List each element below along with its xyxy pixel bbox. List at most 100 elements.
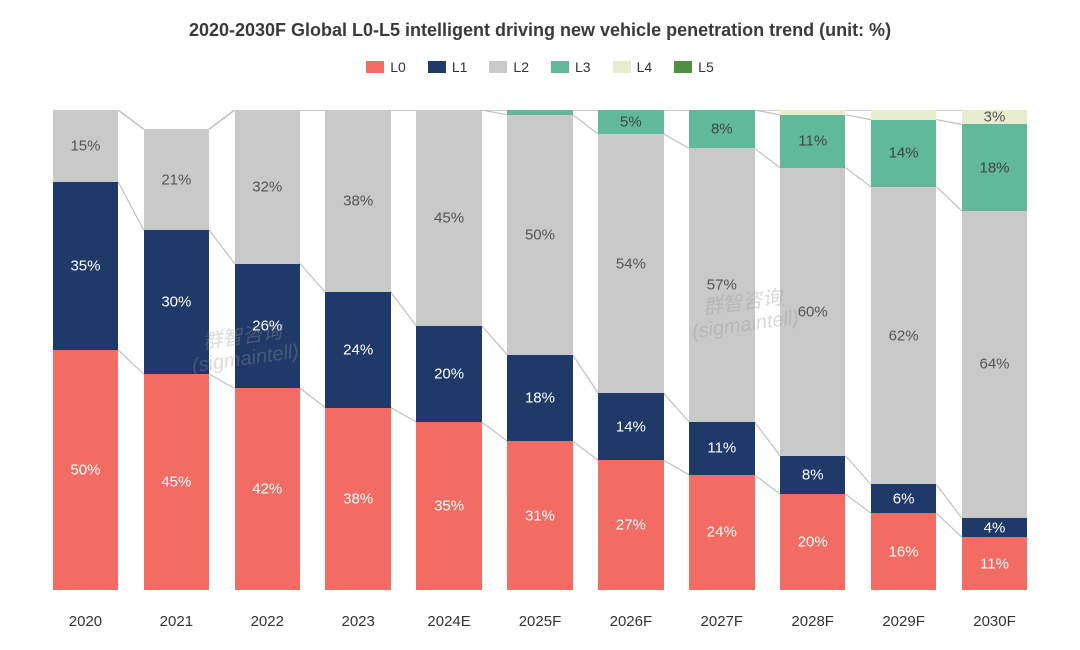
bar-segment: 3% [962,110,1027,124]
segment-value-label: 64% [980,356,1010,373]
bar-segment: 27% [598,460,663,590]
bar-column: 11% 4% 64% 18% 3% [949,110,1040,590]
x-axis-tick: 2023 [313,613,404,630]
legend-label: L5 [698,59,714,75]
segment-value-label: 42% [252,481,282,498]
bar-segment: 24% [689,475,754,590]
x-axis: 20202021202220232024E2025F2026F2027F2028… [40,613,1040,630]
bar-segment [507,110,572,115]
segment-value-label: 8% [802,466,824,483]
bar-stack: 42% 26% 32% [235,110,300,590]
segment-value-label: 11% [798,133,827,150]
segment-value-label: 11% [980,555,1009,572]
legend-item: L5 [674,59,714,75]
bar-segment: 11% [962,537,1027,590]
bar-segment: 57% [689,148,754,422]
bar-stack: 50% 35% 15% [53,110,118,590]
bar-segment: 8% [780,456,845,494]
bar-stack: 45% 30% 21% [144,110,209,590]
bar-column: 31%18%50% [495,110,586,590]
legend-item: L2 [489,59,529,75]
bar-column: 16% 6% 62% 14% [858,110,949,590]
legend-swatch [428,61,446,73]
bar-segment: 62% [871,187,936,485]
bar-segment: 50% [53,350,118,590]
bar-segment [780,110,845,115]
bar-segment: 26% [235,264,300,389]
segment-value-label: 24% [707,524,737,541]
segment-value-label: 38% [343,193,373,210]
bar-stack: 38% 24% 38% [325,110,390,590]
bar-segment: 21% [144,129,209,230]
x-axis-tick: 2020 [40,613,131,630]
bar-stack: 16% 6% 62% 14% [871,110,936,590]
bar-segment: 45% [144,374,209,590]
bar-segment: 24% [325,292,390,407]
bar-segment: 54% [598,134,663,393]
legend-swatch [674,61,692,73]
segment-value-label: 6% [893,490,915,507]
segment-value-label: 38% [343,490,373,507]
bar-segment: 6% [871,484,936,513]
bar-stack: 11% 4% 64% 18% 3% [962,110,1027,590]
legend-swatch [489,61,507,73]
bar-column: 20% 8% 60% 11% [767,110,858,590]
segment-value-label: 45% [434,210,464,227]
segment-value-label: 50% [525,226,555,243]
segment-value-label: 35% [70,258,100,275]
bar-segment: 45% [416,110,481,326]
segment-value-label: 15% [70,138,100,155]
bar-stack: 27%14%54%5% [598,110,663,590]
bar-segment: 32% [235,110,300,264]
bar-segment: 8% [689,110,754,148]
legend-item: L3 [551,59,591,75]
bar-segment: 42% [235,388,300,590]
bar-segment: 30% [144,230,209,374]
segment-value-label: 27% [616,517,646,534]
bar-segment: 38% [325,408,390,590]
segment-value-label: 4% [984,519,1006,536]
bar-segment: 16% [871,513,936,590]
legend-label: L0 [390,59,406,75]
bar-segment: 64% [962,211,1027,518]
legend-item: L0 [366,59,406,75]
plot-area: 50%35%15%45%30%21%42%26%32%38%24%38%35%2… [40,110,1040,590]
bar-segment: 11% [780,115,845,168]
segment-value-label: 30% [161,294,191,311]
x-axis-tick: 2025F [495,613,586,630]
bar-segment: 11% [689,422,754,475]
x-axis-tick: 2028F [767,613,858,630]
bars-row: 50%35%15%45%30%21%42%26%32%38%24%38%35%2… [40,110,1040,590]
bar-segment: 35% [416,422,481,590]
x-axis-tick: 2029F [858,613,949,630]
segment-value-label: 35% [434,498,464,515]
bar-segment: 4% [962,518,1027,537]
segment-value-label: 21% [161,171,191,188]
segment-value-label: 3% [984,109,1006,126]
bar-segment: 15% [53,110,118,182]
bar-segment: 60% [780,168,845,456]
segment-value-label: 20% [798,534,828,551]
chart-title: 2020-2030F Global L0-L5 intelligent driv… [0,0,1080,41]
x-axis-tick: 2021 [131,613,222,630]
bar-column: 27%14%54%5% [585,110,676,590]
segment-value-label: 62% [889,327,919,344]
bar-column: 38% 24% 38% [313,110,404,590]
segment-value-label: 18% [980,159,1010,176]
legend-swatch [551,61,569,73]
segment-value-label: 45% [161,474,191,491]
segment-value-label: 18% [525,390,555,407]
legend-item: L4 [613,59,653,75]
bar-column: 50% 35% 15% [40,110,131,590]
bar-column: 45% 30% 21% [131,110,222,590]
bar-segment: 18% [507,355,572,441]
bar-segment: 35% [53,182,118,350]
bar-stack: 35%20%45% [416,110,481,590]
bar-segment: 14% [871,120,936,187]
segment-value-label: 60% [798,303,828,320]
segment-value-label: 26% [252,318,282,335]
bar-segment: 20% [780,494,845,590]
segment-value-label: 24% [343,342,373,359]
bar-segment: 5% [598,110,663,134]
legend-label: L1 [452,59,468,75]
